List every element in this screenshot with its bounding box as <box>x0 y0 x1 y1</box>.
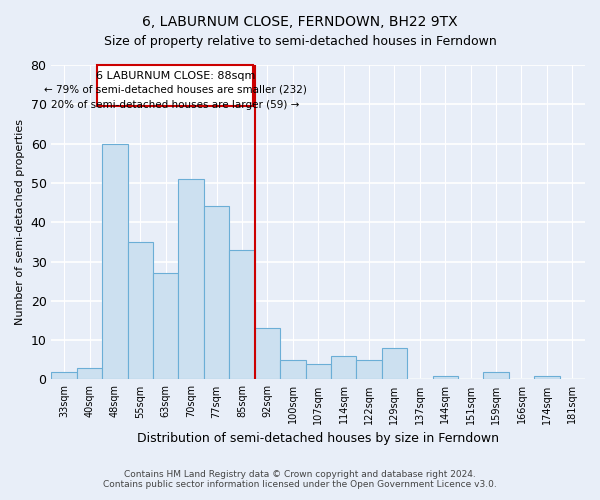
Text: Contains HM Land Registry data © Crown copyright and database right 2024.
Contai: Contains HM Land Registry data © Crown c… <box>103 470 497 489</box>
Bar <box>534 376 560 380</box>
Bar <box>433 376 458 380</box>
Bar <box>128 242 153 380</box>
Bar <box>280 360 305 380</box>
Text: 20% of semi-detached houses are larger (59) →: 20% of semi-detached houses are larger (… <box>51 100 299 110</box>
Text: 6, LABURNUM CLOSE, FERNDOWN, BH22 9TX: 6, LABURNUM CLOSE, FERNDOWN, BH22 9TX <box>142 15 458 29</box>
Bar <box>102 144 128 380</box>
Bar <box>178 179 204 380</box>
Y-axis label: Number of semi-detached properties: Number of semi-detached properties <box>15 119 25 325</box>
Text: ← 79% of semi-detached houses are smaller (232): ← 79% of semi-detached houses are smalle… <box>44 84 307 94</box>
Bar <box>52 372 77 380</box>
Bar <box>204 206 229 380</box>
Bar <box>153 274 178 380</box>
Bar <box>305 364 331 380</box>
FancyBboxPatch shape <box>97 65 253 106</box>
Bar <box>254 328 280 380</box>
X-axis label: Distribution of semi-detached houses by size in Ferndown: Distribution of semi-detached houses by … <box>137 432 499 445</box>
Bar <box>484 372 509 380</box>
Bar <box>382 348 407 380</box>
Bar <box>356 360 382 380</box>
Bar <box>331 356 356 380</box>
Bar <box>77 368 102 380</box>
Bar <box>229 250 254 380</box>
Text: Size of property relative to semi-detached houses in Ferndown: Size of property relative to semi-detach… <box>104 35 496 48</box>
Text: 6 LABURNUM CLOSE: 88sqm: 6 LABURNUM CLOSE: 88sqm <box>95 71 255 81</box>
